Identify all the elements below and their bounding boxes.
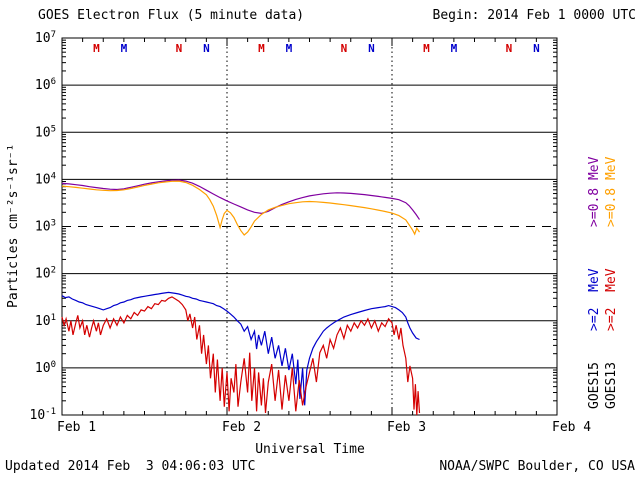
- series-goes15-0-8-mev: [61, 179, 420, 220]
- satellite-midnight-marker: M: [423, 42, 430, 55]
- satellite-noon-marker: N: [368, 42, 375, 55]
- series-goes13-0-8-mev: [61, 180, 420, 236]
- satellite-midnight-marker: M: [451, 42, 458, 55]
- legend-goes13-energy-2: >=2 MeV: [604, 268, 619, 332]
- satellite-midnight-marker: M: [93, 42, 100, 55]
- y-tick-label: 105: [35, 124, 56, 140]
- y-tick-label: 104: [35, 171, 56, 187]
- series-goes15-2-mev: [61, 291, 420, 406]
- y-tick-label: 10-1: [30, 407, 57, 423]
- begin-timestamp: Begin: 2014 Feb 1 0000 UTC: [432, 8, 637, 23]
- y-tick-label: 103: [35, 219, 56, 235]
- satellite-noon-marker: N: [176, 42, 183, 55]
- y-tick-label: 101: [35, 313, 56, 329]
- satellite-noon-marker: N: [533, 42, 540, 55]
- series-goes13-2-mev: [61, 296, 421, 416]
- x-axis-label: Universal Time: [255, 442, 365, 457]
- legend-satellite-goes13: GOES13: [604, 362, 619, 410]
- x-tick-label: Feb 2: [222, 420, 261, 435]
- satellite-noon-marker: N: [506, 42, 513, 55]
- chart-title: GOES Electron Flux (5 minute data): [38, 8, 305, 23]
- y-tick-label: 106: [35, 77, 56, 93]
- legend-goes13-energy-0p8: >=0.8 MeV: [604, 156, 619, 228]
- satellite-midnight-marker: M: [121, 42, 128, 55]
- satellite-midnight-marker: M: [286, 42, 293, 55]
- satellite-noon-marker: N: [341, 42, 348, 55]
- satellite-midnight-marker: M: [258, 42, 265, 55]
- y-tick-label: 107: [35, 30, 56, 46]
- updated-timestamp: Updated 2014 Feb 3 04:06:03 UTC: [5, 459, 256, 474]
- satellite-noon-marker: N: [203, 42, 210, 55]
- legend-goes15-energy-0p8: >=0.8 MeV: [587, 156, 602, 228]
- credit-text: NOAA/SWPC Boulder, CO USA: [439, 459, 635, 474]
- x-tick-label: Feb 1: [57, 420, 96, 435]
- x-tick-label: Feb 3: [387, 420, 426, 435]
- y-axis-label: Particles cm⁻²s⁻¹sr⁻¹: [6, 143, 21, 309]
- y-tick-label: 100: [35, 360, 56, 376]
- legend-satellite-goes15: GOES15: [587, 362, 602, 410]
- x-tick-label: Feb 4: [552, 420, 591, 435]
- legend-goes15-energy-2: >=2 MeV: [587, 268, 602, 332]
- plot-frame: [61, 37, 558, 416]
- y-tick-label: 102: [35, 266, 56, 282]
